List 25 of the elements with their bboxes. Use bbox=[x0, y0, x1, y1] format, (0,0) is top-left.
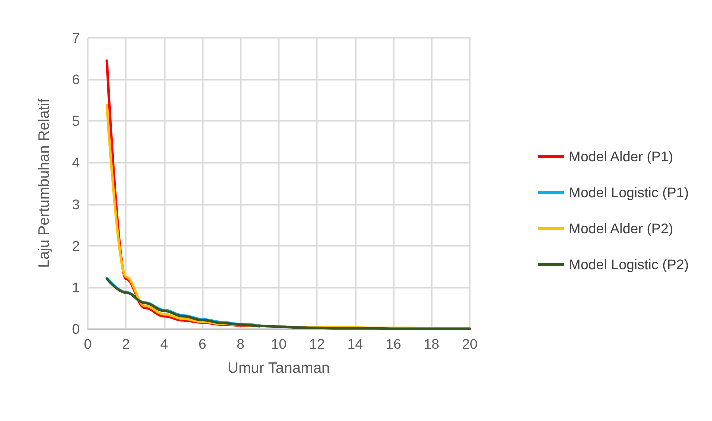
y-tick-label: 7 bbox=[72, 30, 80, 46]
x-tick-label: 10 bbox=[271, 336, 287, 352]
y-tick-label: 2 bbox=[72, 238, 80, 254]
y-axis-title: Laju Pertumbuhan Relatif bbox=[36, 98, 53, 268]
x-tick-label: 20 bbox=[462, 336, 478, 352]
legend-label: Model Logistic (P1) bbox=[569, 184, 689, 200]
x-tick-label: 2 bbox=[122, 336, 130, 352]
y-tick-label: 4 bbox=[72, 154, 80, 171]
x-tick-label: 14 bbox=[348, 336, 364, 352]
x-tick-label: 6 bbox=[198, 336, 207, 352]
x-tick-label: 12 bbox=[309, 336, 326, 352]
x-tick-label: 16 bbox=[386, 336, 402, 352]
y-tick-label: 5 bbox=[72, 113, 80, 130]
x-tick-label: 0 bbox=[84, 336, 92, 352]
legend-label: Model Logistic (P2) bbox=[569, 256, 689, 272]
x-tick-label: 8 bbox=[236, 336, 245, 352]
y-tick-label: 0 bbox=[72, 321, 80, 337]
legend-label: Model Alder (P2) bbox=[569, 220, 674, 236]
legend-label: Model Alder (P1) bbox=[569, 148, 674, 164]
y-tick-label: 6 bbox=[72, 72, 80, 88]
x-tick-label: 4 bbox=[160, 336, 168, 352]
x-axis-title: Umur Tanaman bbox=[228, 360, 330, 377]
y-tick-label: 3 bbox=[72, 196, 80, 212]
x-tick-label: 18 bbox=[424, 336, 440, 352]
y-tick-label: 1 bbox=[72, 279, 80, 296]
